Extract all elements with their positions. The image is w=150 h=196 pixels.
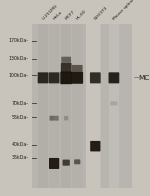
Text: —: —: [134, 75, 139, 80]
Text: HL-60: HL-60: [76, 9, 88, 21]
Bar: [109, 24, 119, 188]
FancyBboxPatch shape: [90, 141, 100, 152]
Text: HeLa: HeLa: [53, 10, 63, 21]
FancyBboxPatch shape: [110, 101, 118, 105]
FancyBboxPatch shape: [90, 72, 101, 83]
Text: 35kDa-: 35kDa-: [12, 155, 28, 160]
FancyBboxPatch shape: [71, 72, 83, 84]
Text: 55kDa-: 55kDa-: [12, 115, 28, 120]
Bar: [72, 24, 83, 188]
FancyBboxPatch shape: [72, 65, 83, 73]
Text: Mouse spleen: Mouse spleen: [113, 0, 137, 21]
Text: 130kDa-: 130kDa-: [9, 56, 29, 61]
Text: MCF7: MCF7: [65, 9, 76, 21]
FancyBboxPatch shape: [49, 158, 59, 169]
Bar: [61, 24, 71, 188]
FancyBboxPatch shape: [74, 159, 80, 164]
Bar: [38, 24, 48, 188]
Text: 100kDa-: 100kDa-: [9, 73, 29, 78]
FancyBboxPatch shape: [54, 116, 59, 121]
FancyBboxPatch shape: [60, 72, 72, 84]
Text: MCM6: MCM6: [138, 75, 150, 81]
FancyBboxPatch shape: [63, 160, 70, 166]
Text: 70kDa-: 70kDa-: [12, 101, 28, 106]
FancyBboxPatch shape: [50, 116, 55, 121]
FancyBboxPatch shape: [61, 63, 72, 73]
Bar: [90, 24, 101, 188]
Bar: [49, 24, 59, 188]
FancyBboxPatch shape: [109, 72, 119, 83]
Text: 40kDa-: 40kDa-: [12, 142, 28, 147]
Text: U-251MG: U-251MG: [42, 4, 59, 21]
FancyBboxPatch shape: [49, 72, 60, 83]
Text: 170kDa-: 170kDa-: [9, 38, 29, 43]
FancyBboxPatch shape: [38, 72, 48, 83]
FancyBboxPatch shape: [64, 116, 68, 120]
Text: NIH/3T3: NIH/3T3: [94, 5, 109, 21]
Bar: [86, 24, 100, 188]
FancyBboxPatch shape: [61, 57, 71, 63]
